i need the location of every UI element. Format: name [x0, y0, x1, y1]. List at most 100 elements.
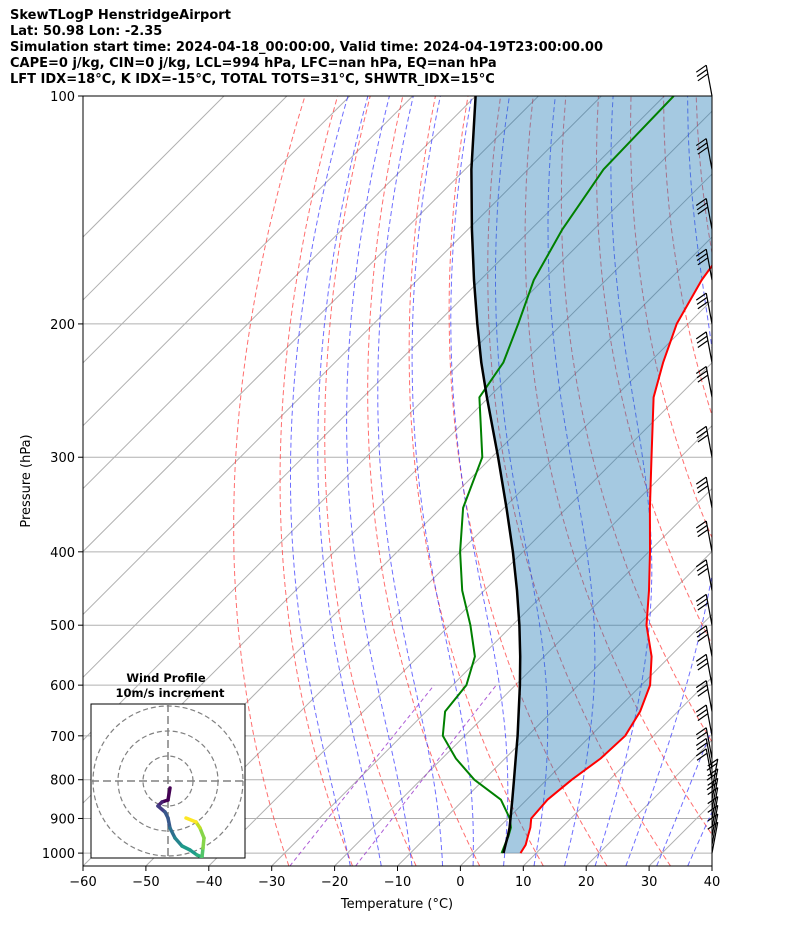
wind-barb-flag	[696, 708, 708, 717]
wind-barb-flag	[696, 69, 708, 77]
wind-barb-shaft	[705, 292, 713, 325]
moist-adiabat	[377, 96, 444, 866]
stability-shading	[471, 96, 712, 854]
isotherm-line	[775, 96, 794, 866]
wind-barb-shaft	[711, 805, 719, 837]
dry-adiabat	[279, 96, 353, 866]
wind-barb-flag	[695, 138, 707, 147]
wind-barb-flag	[696, 202, 708, 211]
x-tick-label: −20	[321, 875, 348, 890]
dry-adiabat	[560, 96, 712, 743]
x-tick-label: 0	[456, 875, 464, 890]
isotherm-line	[83, 96, 539, 553]
x-tick-label: −30	[258, 875, 285, 890]
x-tick-label: 20	[578, 875, 595, 890]
wind-barb-flag	[695, 331, 707, 340]
wind-barb	[695, 520, 713, 552]
wind-barb-shaft	[705, 520, 713, 552]
x-axis-ticks: −60 −50 −40 −30 −20 −10 0 10 20 30 40	[69, 866, 720, 890]
x-axis-label: Temperature (°C)	[340, 897, 453, 912]
wind-barb-shaft	[705, 331, 713, 363]
y-tick-label: 200	[50, 318, 75, 333]
isotherm-line	[334, 487, 712, 866]
dry-adiabat	[595, 96, 712, 646]
y-tick-label: 1000	[42, 847, 75, 862]
wind-barb-flag	[695, 680, 707, 689]
wind-barb-flag	[696, 370, 708, 379]
moist-adiabat	[317, 96, 382, 866]
wind-barb	[695, 64, 713, 97]
y-axis-ticks: 1000 900 800 700 600 500 400 300 200 100	[42, 90, 83, 862]
wind-barb-flag	[697, 73, 709, 82]
isotherm-line	[522, 676, 712, 866]
dry-adiabat	[761, 96, 794, 866]
wind-barb-flag	[697, 146, 709, 155]
wind-barb-shaft	[705, 704, 713, 736]
wind-barb-shaft	[705, 625, 713, 657]
wind-barb-shaft	[705, 249, 713, 281]
wind-barb-flag	[697, 434, 709, 443]
wind-barb-flag	[695, 727, 707, 736]
wind-barbs	[695, 64, 719, 854]
wind-barb	[695, 559, 713, 591]
wind-barb-flag	[695, 737, 707, 746]
hodograph-segment	[173, 836, 184, 848]
wind-barb-flag	[696, 684, 708, 693]
wind-barb-flag	[697, 602, 709, 611]
wind-barb-shaft	[705, 680, 713, 712]
wind-barb-flag	[695, 593, 707, 602]
isotherm-line	[711, 865, 712, 866]
moist-adiabat	[495, 96, 549, 866]
isotherm-line	[397, 550, 712, 866]
wind-barb-flag	[695, 64, 707, 73]
title-line-1: SkewTLogP HenstridgeAirport	[10, 8, 231, 23]
moist-adiabat	[290, 96, 351, 866]
dry-adiabat	[448, 96, 608, 866]
wind-barb-shaft	[705, 748, 713, 780]
y-tick-label: 700	[50, 730, 75, 745]
moist-adiabat	[547, 96, 596, 866]
wind-barb-shaft	[705, 476, 713, 509]
wind-barb-flag	[697, 206, 709, 215]
wind-barb	[695, 476, 713, 509]
wind-barb-flag	[696, 524, 708, 533]
hodograph-segment	[184, 816, 198, 824]
wind-barb	[695, 593, 713, 626]
hodograph-segment	[168, 826, 177, 840]
wind-barb-flag	[697, 688, 709, 697]
wind-barb-flag	[697, 713, 709, 722]
wind-barb-shaft	[705, 366, 713, 398]
title-line-2: Lat: 50.98 Lon: -2.35	[10, 24, 163, 39]
mixing-ratio-line	[289, 684, 435, 866]
wind-barb-flag	[695, 653, 707, 662]
dry-adiabat	[729, 96, 794, 866]
wind-barb	[695, 680, 713, 712]
wind-barb-flag	[696, 752, 708, 761]
wind-barb-flag	[696, 563, 708, 572]
wind-barb-flag	[695, 559, 707, 568]
wind-barb-flag	[696, 629, 708, 638]
isotherm-line	[83, 96, 476, 490]
chart-title: SkewTLogP HenstridgeAirport Lat: 50.98 L…	[10, 8, 603, 88]
wind-barb-flag	[696, 430, 708, 439]
title-line-3: Simulation start time: 2024-04-18_00:00:…	[10, 40, 603, 55]
wind-barb	[695, 727, 713, 759]
wind-barb-flag	[695, 248, 707, 257]
axes: −60 −50 −40 −30 −20 −10 0 10 20 30 40 1000 900 800 70…	[19, 90, 720, 912]
wind-barb	[695, 748, 713, 780]
wind-barb-flag	[696, 253, 708, 261]
wind-barb-flag	[696, 480, 708, 489]
wind-barb-flag	[696, 142, 708, 151]
wind-barb-shaft	[711, 813, 719, 845]
wind-barb-shaft	[705, 138, 713, 170]
wind-barb-flag	[695, 292, 707, 301]
wind-barb-shaft	[711, 796, 719, 828]
x-tick-label: −50	[132, 875, 159, 890]
wind-barb	[695, 704, 713, 736]
x-tick-label: 30	[641, 875, 658, 890]
wind-barb-flag	[697, 339, 709, 348]
wind-barb	[695, 365, 713, 398]
title-line-4: CAPE=0 j/kg, CIN=0 j/kg, LCL=994 hPa, LF…	[10, 56, 497, 71]
isotherm-line	[83, 96, 351, 364]
moist-adiabat	[594, 96, 653, 866]
